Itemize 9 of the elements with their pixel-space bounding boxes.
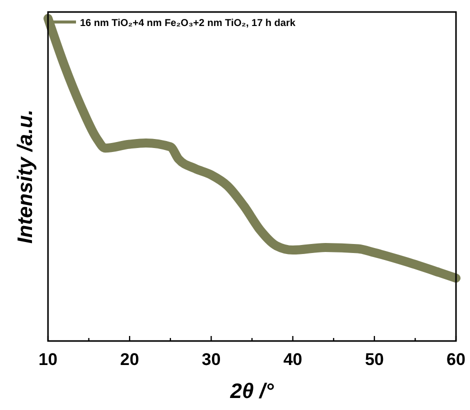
legend-label: 16 nm TiO₂+4 nm Fe₂O₃+2 nm TiO₂, 17 h dark <box>80 18 296 29</box>
x-tick-label: 30 <box>202 350 221 369</box>
x-tick-label: 20 <box>120 350 140 369</box>
x-axis-title: 2θ /° <box>229 380 274 403</box>
x-tick-label: 50 <box>364 350 384 369</box>
x-tick-label: 40 <box>283 350 302 369</box>
y-axis-title: Intensity /a.u. <box>14 109 37 244</box>
x-tick-label: 60 <box>446 350 466 369</box>
x-tick-label: 10 <box>38 350 58 369</box>
